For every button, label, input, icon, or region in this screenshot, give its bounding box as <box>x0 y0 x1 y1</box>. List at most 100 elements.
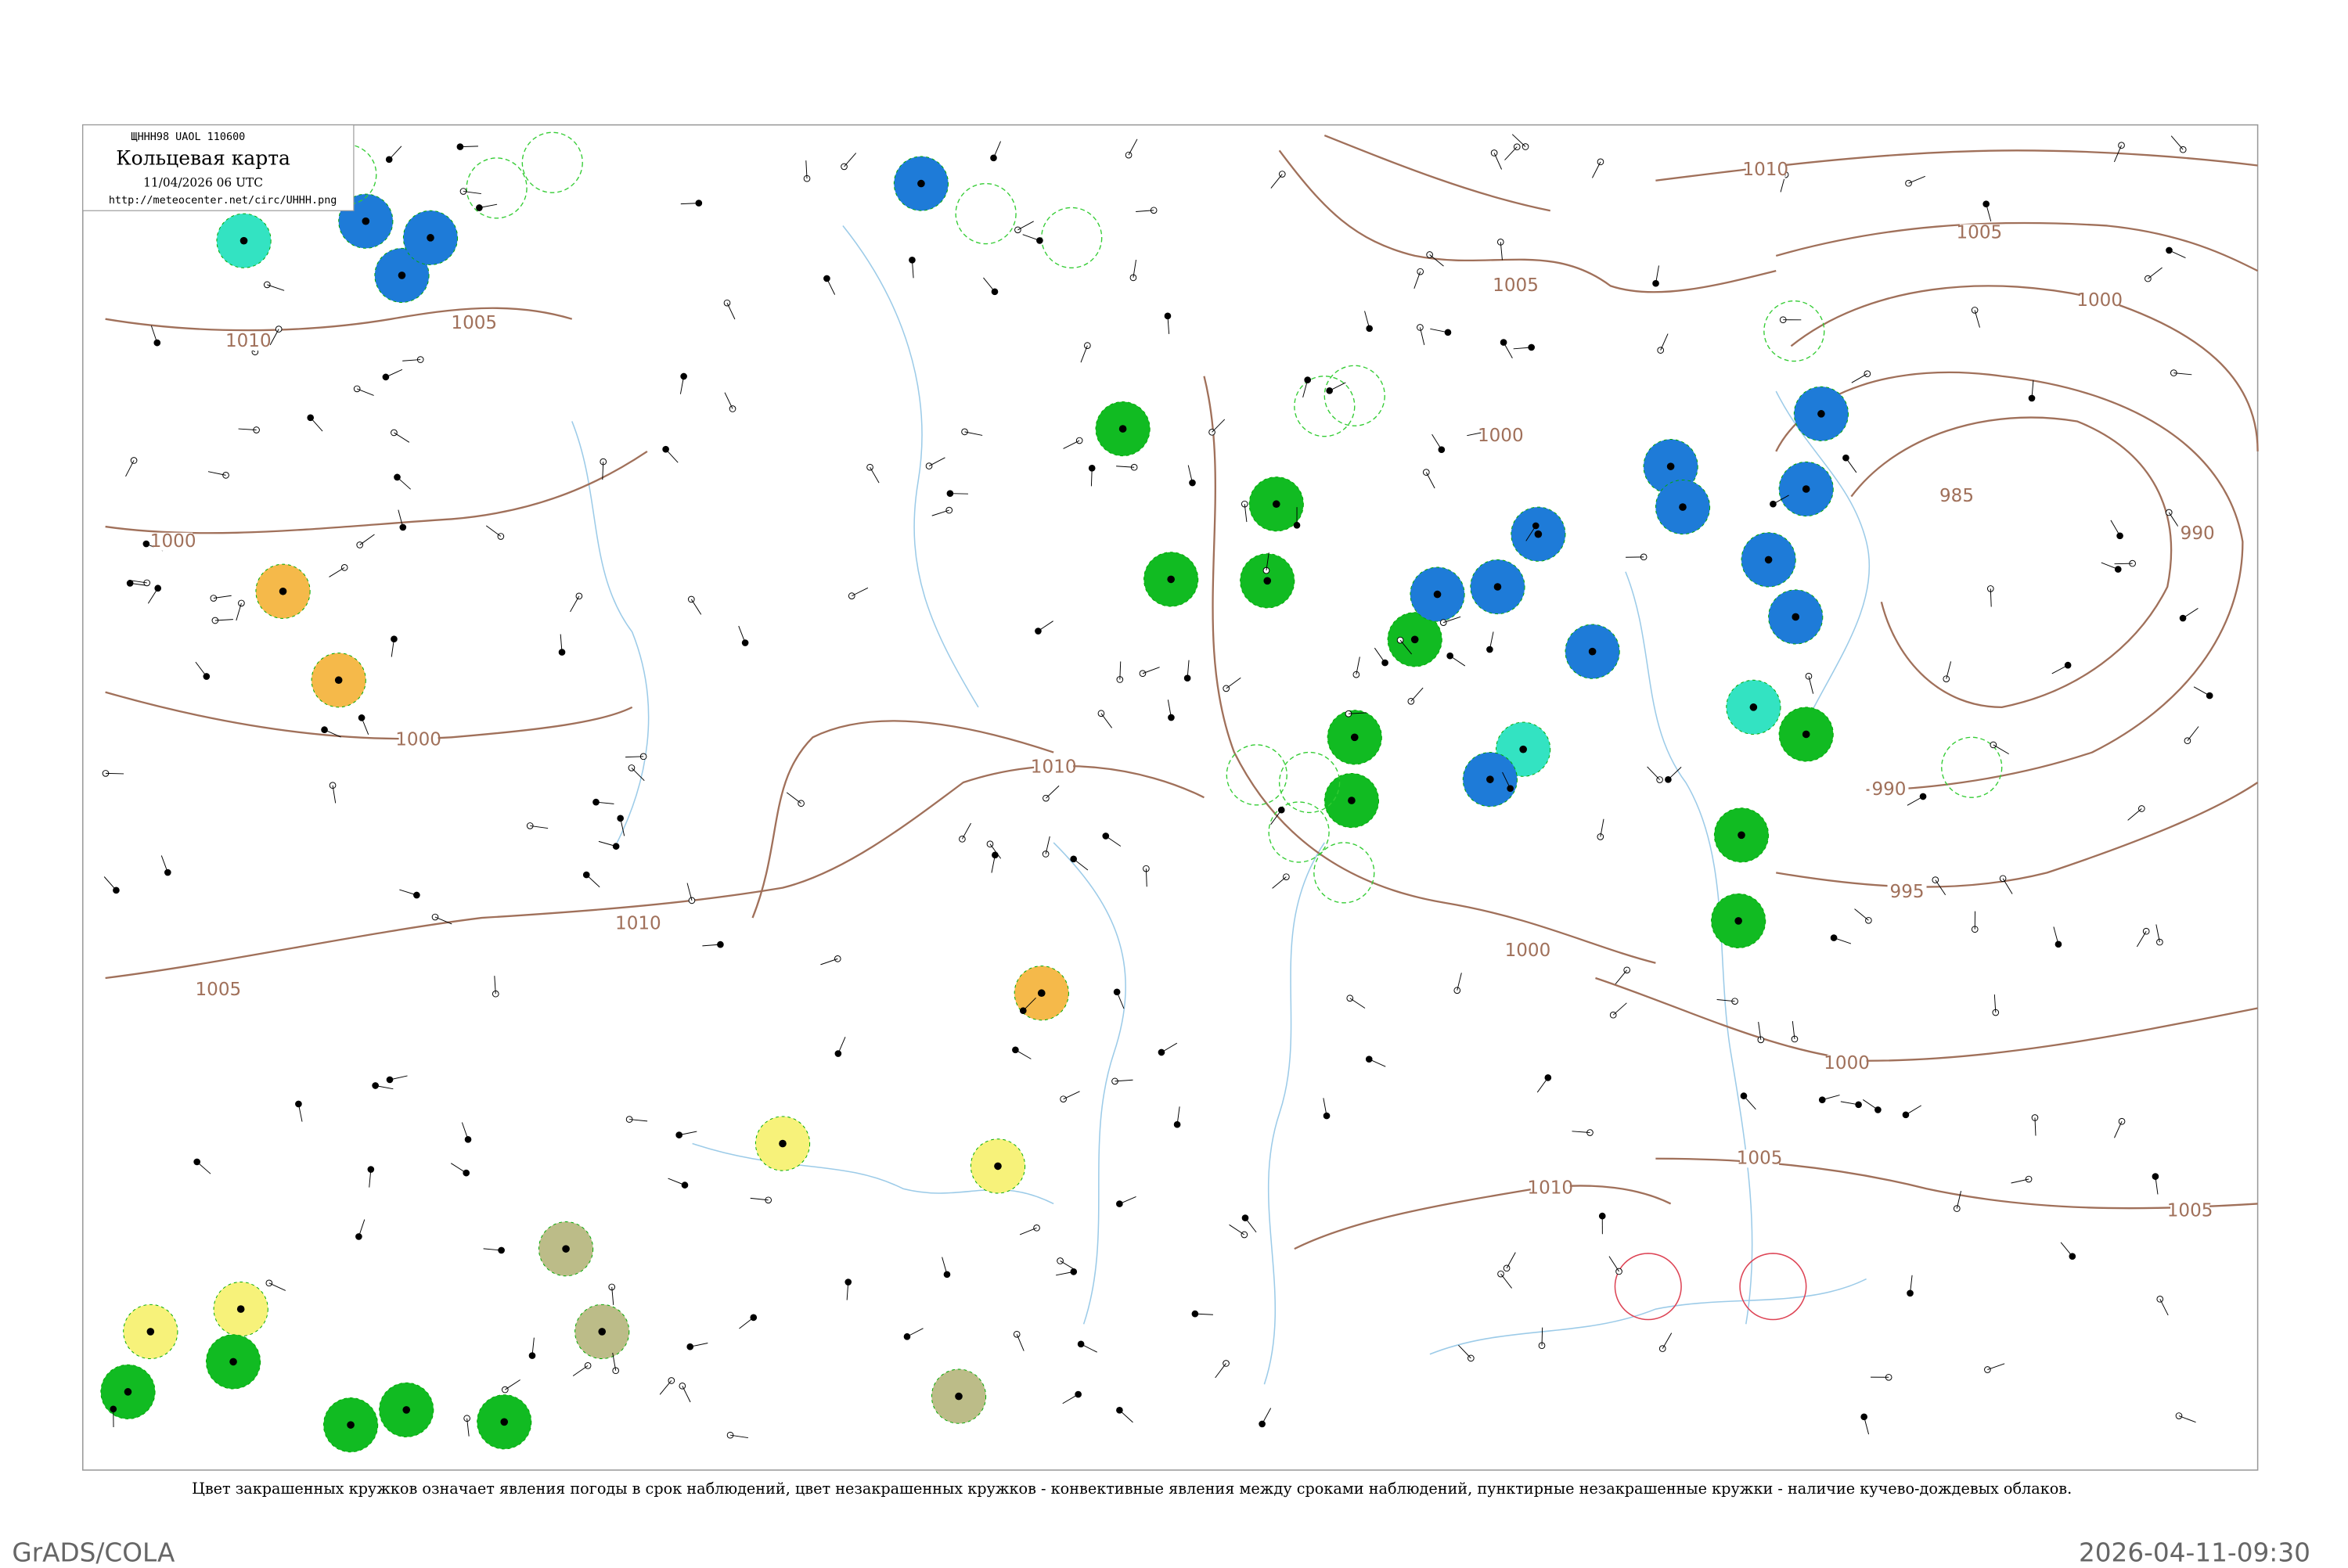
station <box>414 892 420 898</box>
station <box>1659 1346 1666 1352</box>
isobar-label: 1000 <box>1478 426 1524 446</box>
station-dot <box>1263 577 1271 585</box>
station-dot <box>500 1419 508 1426</box>
station <box>1417 268 1424 275</box>
station <box>203 674 210 680</box>
station <box>1943 676 1950 682</box>
station <box>1861 1414 1867 1420</box>
station <box>266 1280 272 1286</box>
station <box>1932 877 1939 883</box>
isobar-label: 1010 <box>615 913 661 933</box>
station-dot <box>1817 410 1825 418</box>
station <box>1037 238 1043 244</box>
station-dot <box>279 588 287 595</box>
station <box>1076 437 1082 444</box>
station-dot <box>1167 576 1175 584</box>
header-url: http://meteocenter.net/circ/UHHH.png <box>109 195 337 207</box>
isobar-label: 1005 <box>1737 1148 1783 1168</box>
isobar-label: 990 <box>2181 523 2215 544</box>
isobar-label: 1005 <box>1493 275 1539 296</box>
station <box>502 1386 508 1393</box>
station <box>1382 660 1388 666</box>
station-dot <box>402 1406 410 1414</box>
station-dot <box>562 1245 570 1253</box>
station <box>724 300 730 306</box>
isobar-label: 1000 <box>1824 1053 1870 1074</box>
station <box>383 374 389 380</box>
station <box>387 1077 393 1083</box>
isobar-label: 1000 <box>395 730 441 750</box>
station-dot <box>1519 746 1527 753</box>
station <box>1903 1112 1909 1118</box>
station <box>991 155 997 161</box>
station-dot <box>1589 648 1597 656</box>
station-dot <box>1119 425 1127 433</box>
station <box>1906 180 1912 186</box>
isobar-label: 1005 <box>451 313 497 333</box>
station-dot <box>1738 832 1745 840</box>
station-dot <box>124 1388 132 1396</box>
isobar-label: 1005 <box>195 980 241 1000</box>
station-dot <box>1750 703 1758 711</box>
isobar-label: 990 <box>1871 779 1906 800</box>
station-dot <box>1273 500 1280 508</box>
caption: Цвет закрашенных кружков означает явлени… <box>192 1480 2072 1498</box>
station <box>1259 1421 1266 1427</box>
header-box: ЩНHH98 UAOL 110600 Кольцевая карта 11/04… <box>83 125 354 211</box>
isobar-label: 1000 <box>2076 290 2123 311</box>
station-dot <box>335 676 343 684</box>
wind-barb <box>2115 563 2133 564</box>
station <box>1532 523 1539 529</box>
station <box>1491 150 1497 156</box>
station-dot <box>1535 530 1543 538</box>
wind-barb <box>1542 1328 1543 1346</box>
station-dot <box>1351 734 1359 742</box>
header-title: Кольцевая карта <box>116 146 290 169</box>
station-dot <box>362 218 370 225</box>
station <box>1954 1206 1960 1212</box>
station <box>1015 227 1021 233</box>
station-dot <box>1348 797 1356 804</box>
station <box>944 1271 950 1278</box>
station-dot <box>1494 583 1502 591</box>
station <box>465 1136 471 1142</box>
station-dot <box>994 1163 1002 1171</box>
station <box>2157 1296 2163 1302</box>
isobar-label: 1010 <box>1031 757 1077 777</box>
station-dot <box>240 237 248 245</box>
station <box>687 1343 693 1350</box>
station-dot <box>917 180 925 188</box>
station-dot <box>598 1328 606 1336</box>
station <box>239 600 245 606</box>
isobar-label: 1005 <box>2167 1201 2213 1221</box>
map-frame <box>83 125 2258 1470</box>
station <box>1347 995 1353 1002</box>
station-dot <box>398 272 406 279</box>
station-dot <box>427 234 434 242</box>
station-dot <box>779 1140 787 1148</box>
station-dot <box>229 1358 237 1366</box>
header-code: ЩНHH98 UAOL 110600 <box>131 131 245 143</box>
station <box>2166 509 2172 516</box>
isobar-label: 1000 <box>150 531 196 552</box>
station <box>477 205 483 211</box>
station-dot <box>1765 556 1773 564</box>
isobar-label: 1010 <box>1742 160 1788 180</box>
station <box>2206 692 2213 699</box>
isobar-label: 985 <box>1939 486 1974 506</box>
station <box>576 593 582 599</box>
station-dot <box>1679 503 1687 511</box>
station-dot <box>1667 462 1675 470</box>
station-dot <box>1792 613 1799 621</box>
station-dot <box>347 1421 355 1429</box>
isobar-label: 1010 <box>225 331 272 351</box>
station <box>1078 1341 1084 1347</box>
station <box>688 596 694 602</box>
isobar-label: 1010 <box>1527 1178 1573 1199</box>
isobar-label: 1005 <box>1956 223 2002 243</box>
station <box>1498 1271 1504 1277</box>
station-dot <box>1411 636 1419 644</box>
isobar-label: 1000 <box>1505 940 1551 961</box>
station-dot <box>237 1305 245 1313</box>
